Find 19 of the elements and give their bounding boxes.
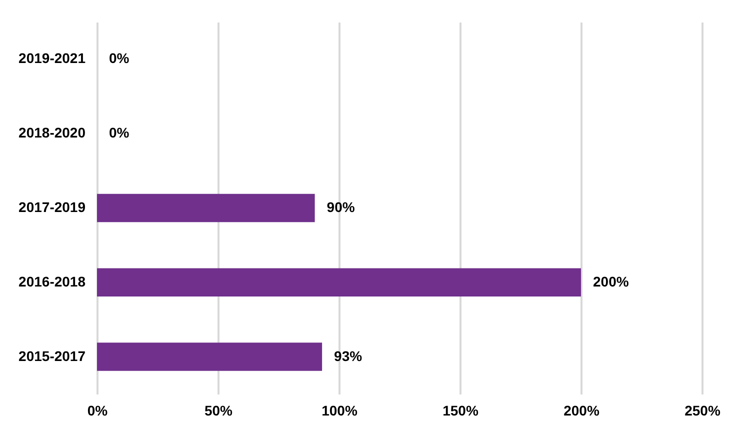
x-tick-label: 250% [684, 402, 721, 418]
x-tick-label: 150% [442, 402, 479, 418]
x-tick-label: 0% [87, 402, 108, 418]
x-tick-label: 200% [564, 402, 600, 418]
data-label: 93% [334, 348, 363, 364]
data-label: 90% [326, 199, 356, 215]
data-label: 200% [593, 273, 630, 290]
y-tick-label: 2017-2019 [18, 199, 86, 215]
y-tick-label: 2015-2017 [18, 348, 86, 364]
x-tick-label: 50% [204, 402, 234, 418]
bar [97, 194, 315, 222]
y-tick-label: 2016-2018 [18, 273, 86, 290]
bar [97, 268, 581, 297]
y-tick-label: 2018-2020 [18, 124, 86, 141]
x-tick-label: 100% [322, 402, 358, 418]
data-label: 0% [109, 124, 130, 141]
data-label: 0% [109, 50, 130, 66]
bar [97, 342, 322, 371]
y-tick-label: 2019-2021 [18, 50, 86, 66]
